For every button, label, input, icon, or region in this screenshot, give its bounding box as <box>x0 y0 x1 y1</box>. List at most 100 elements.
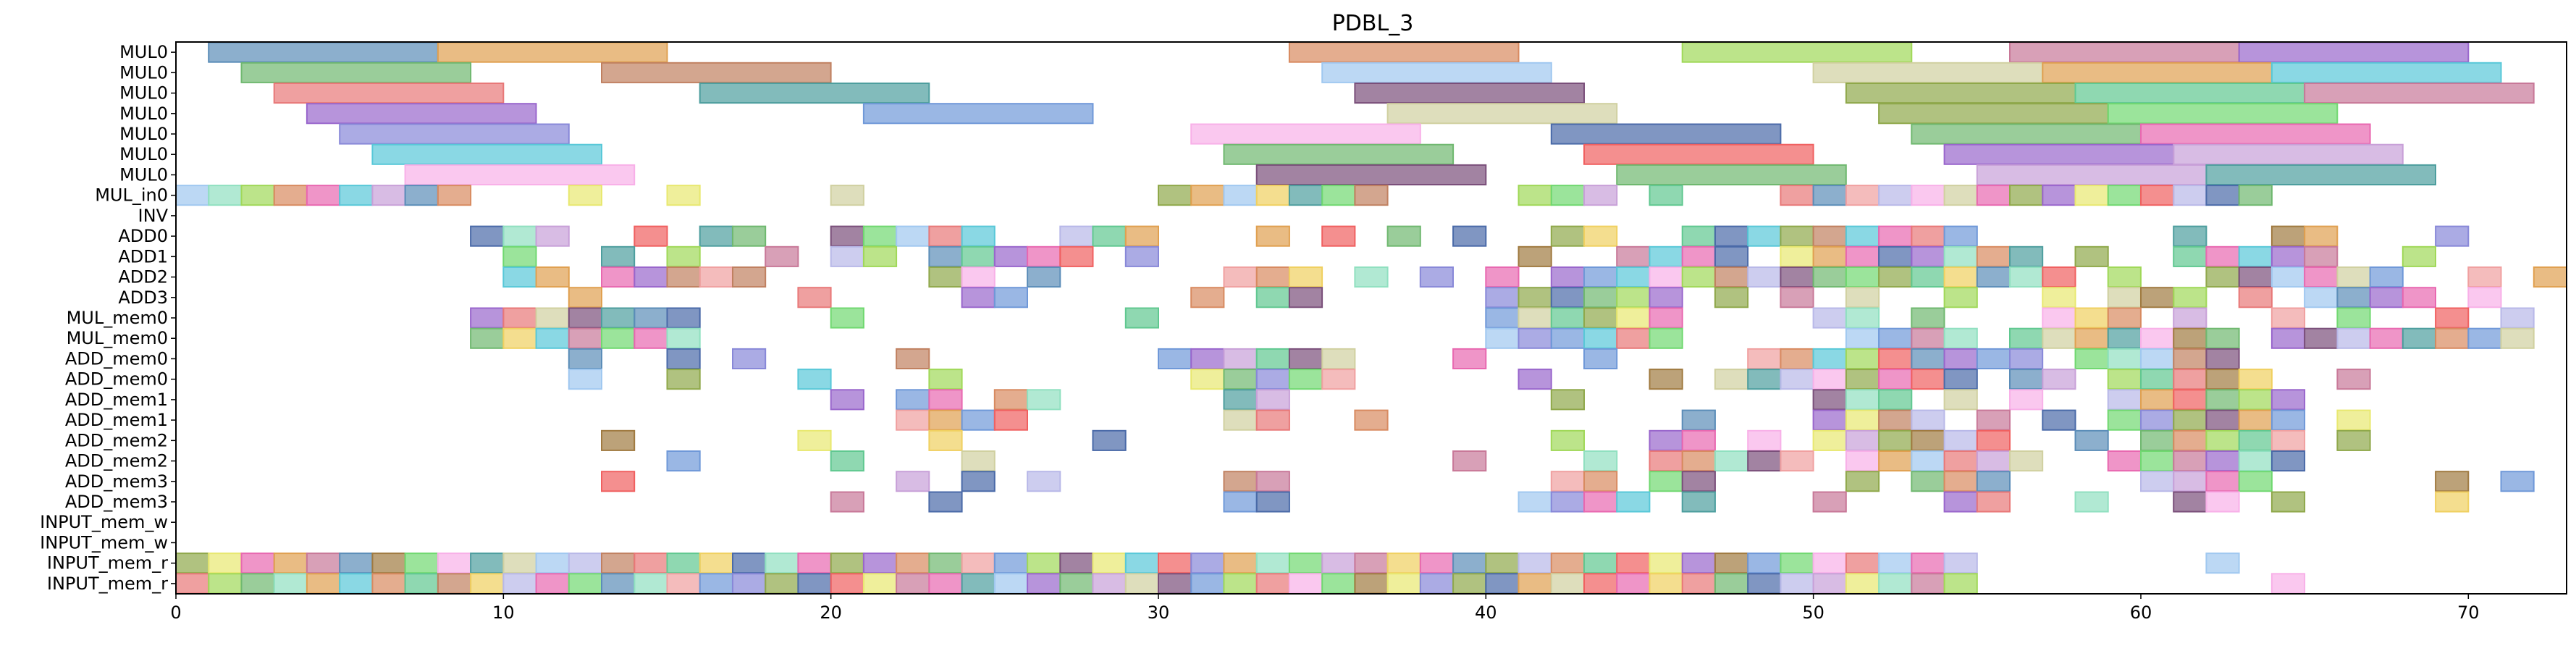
task-bar <box>1780 553 1814 574</box>
task-bar <box>2238 369 2273 390</box>
task-bar <box>2042 369 2076 390</box>
task-bar <box>1845 389 1880 411</box>
task-bar <box>666 185 701 206</box>
task-bar <box>1158 348 1192 369</box>
task-bar <box>535 307 570 329</box>
task-bar <box>1092 429 1127 451</box>
task-bar <box>1911 471 1945 492</box>
task-bar <box>1616 307 1651 329</box>
task-bar <box>1747 553 1782 574</box>
task-bar <box>1027 266 1061 288</box>
task-bar <box>1616 287 1651 308</box>
task-bar <box>2304 287 2339 308</box>
task-bar <box>1649 450 1683 472</box>
task-bar <box>1583 450 1618 472</box>
task-bar <box>2304 225 2339 247</box>
task-bar <box>2205 429 2240 451</box>
task-bar <box>830 491 864 513</box>
task-bar <box>1845 83 2076 104</box>
task-bar <box>1911 327 1945 349</box>
task-bar <box>896 553 930 574</box>
task-bar <box>2009 185 2044 206</box>
task-bar <box>1583 185 1618 206</box>
task-bar <box>1681 245 1716 267</box>
task-bar <box>1255 491 1290 513</box>
task-bar <box>2270 409 2306 431</box>
task-bar <box>1288 369 1323 390</box>
y-tick-label: INPUT_mem_r <box>47 553 168 574</box>
task-bar <box>371 143 603 165</box>
task-bar <box>535 225 570 247</box>
task-bar <box>1288 573 1323 595</box>
task-bar <box>1059 573 1094 595</box>
task-bar <box>437 41 668 63</box>
task-bar <box>1583 225 1618 247</box>
y-tick-label: INPUT_mem_w <box>40 532 168 553</box>
task-bar <box>1911 450 1945 472</box>
task-bar <box>1878 225 1913 247</box>
task-bar <box>470 225 505 247</box>
task-bar <box>699 83 930 104</box>
task-bar <box>2173 185 2207 206</box>
task-bar <box>1452 450 1487 472</box>
task-bar <box>1780 450 1814 472</box>
task-bar <box>2402 287 2437 308</box>
task-bar <box>2140 185 2175 206</box>
task-bar <box>1878 348 1913 369</box>
task-bar <box>634 266 668 288</box>
task-bar <box>1780 266 1814 288</box>
task-bar <box>1943 471 1978 492</box>
task-bar <box>993 409 1029 431</box>
task-bar <box>1124 225 1160 247</box>
task-bar <box>1845 471 1880 492</box>
task-bar <box>1976 185 2011 206</box>
task-bar <box>1616 491 1651 513</box>
task-bar <box>1386 225 1421 247</box>
task-bar <box>830 553 864 574</box>
task-bar <box>1190 348 1225 369</box>
task-bar <box>2238 185 2273 206</box>
task-bar <box>862 245 898 267</box>
task-bar <box>765 553 799 574</box>
task-bar <box>1583 143 1814 165</box>
task-bar <box>1812 62 2044 83</box>
task-bar <box>961 409 996 431</box>
task-bar <box>175 553 210 574</box>
task-bar <box>2238 245 2273 267</box>
task-bar <box>2304 266 2339 288</box>
task-bar <box>2173 143 2404 165</box>
task-bar <box>1583 573 1618 595</box>
task-bar <box>568 185 602 206</box>
y-tick-label: ADD_mem0 <box>65 348 168 369</box>
task-bar <box>601 573 636 595</box>
plot-frame <box>175 41 2567 595</box>
task-bar <box>2270 389 2306 411</box>
task-bar <box>2074 185 2109 206</box>
task-bar <box>830 389 864 411</box>
task-bar <box>1223 409 1258 431</box>
y-tick-label: INV <box>138 206 169 226</box>
task-bar <box>1812 348 1847 369</box>
task-bar <box>2435 491 2470 513</box>
task-bar <box>1158 573 1192 595</box>
task-bar <box>2467 287 2502 308</box>
task-bar <box>634 327 668 349</box>
task-bar <box>928 491 963 513</box>
task-bar <box>1943 225 1978 247</box>
task-bar <box>928 225 963 247</box>
task-bar <box>1911 185 1945 206</box>
task-bar <box>1976 266 2011 288</box>
task-bar <box>1878 185 1913 206</box>
task-bar <box>1321 225 1356 247</box>
task-bar <box>404 164 636 185</box>
task-bar <box>1943 450 1978 472</box>
task-bar <box>2107 409 2142 431</box>
task-bar <box>2270 450 2306 472</box>
task-bar <box>896 389 930 411</box>
task-bar <box>1027 471 1061 492</box>
task-bar <box>2107 287 2142 308</box>
task-bar <box>1878 266 1913 288</box>
task-bar <box>928 266 963 288</box>
task-bar <box>2435 327 2470 349</box>
task-bar <box>1747 429 1782 451</box>
